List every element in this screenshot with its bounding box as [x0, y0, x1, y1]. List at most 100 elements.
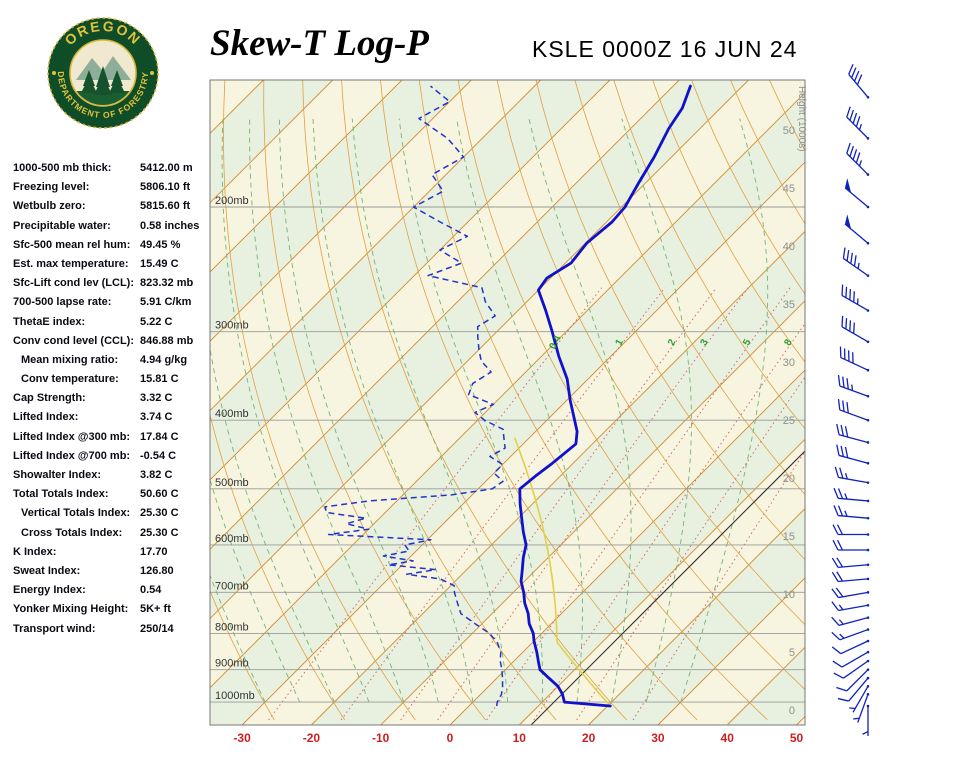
index-value: 4.94 g/kg	[140, 353, 188, 366]
chart-border	[209, 79, 806, 726]
index-value: 17.84 C	[140, 430, 179, 443]
index-row: Est. max temperature: 15.49 C	[13, 255, 211, 274]
index-label: Lifted Index @300 mb:	[13, 430, 131, 443]
svg-text:30: 30	[783, 357, 795, 369]
index-row: Cross Totals Index: 25.30 C	[13, 524, 211, 543]
index-value: 250/14	[140, 622, 174, 635]
wind-barb	[834, 466, 870, 484]
index-value: 49.45 %	[140, 238, 181, 251]
svg-text:0: 0	[789, 705, 795, 717]
index-row: Conv temperature: 15.81 C	[13, 370, 211, 389]
index-value: 5.91 C/km	[140, 296, 192, 309]
index-value: 5412.00 m	[140, 162, 193, 174]
svg-text:1: 1	[614, 337, 627, 347]
svg-text:5: 5	[789, 647, 795, 659]
odf-logo: OREGON DEPARTMENT OF FORESTRY	[47, 17, 159, 129]
parcel-trace	[513, 437, 611, 707]
index-label: Energy Index:	[13, 584, 86, 597]
index-label: Sfc-Lift cond lev (LCL):	[13, 277, 134, 290]
wind-barb	[853, 692, 870, 723]
index-label: Conv cond level (CCL):	[13, 334, 135, 347]
index-label: ThetaE index:	[13, 315, 86, 328]
wind-barb	[831, 601, 870, 612]
temp-axis-labels: -30 -20 -10 0 10 20 30 40 50	[233, 731, 803, 745]
svg-text:500mb: 500mb	[215, 477, 249, 489]
svg-text:400mb: 400mb	[215, 408, 249, 420]
wind-barb	[837, 676, 870, 702]
index-row: Conv cond level (CCL): 846.88 mb	[13, 332, 211, 351]
index-label: Vertical Totals Index:	[21, 507, 131, 520]
svg-text:45: 45	[783, 183, 795, 195]
wind-barb	[841, 284, 870, 312]
wind-barb	[831, 557, 870, 569]
station-time-label: KSLE 0000Z 16 JUN 24	[532, 36, 798, 62]
index-label: Sweat Index:	[13, 564, 81, 577]
svg-text:10: 10	[513, 731, 527, 745]
index-value: 17.70	[140, 545, 168, 558]
wind-barb	[848, 63, 870, 99]
svg-text:800mb: 800mb	[215, 621, 249, 633]
svg-text:200mb: 200mb	[215, 195, 249, 207]
wind-barb	[831, 628, 870, 641]
index-value: 15.49 C	[140, 257, 179, 270]
wind-barb	[846, 142, 870, 176]
index-value: 3.82 C	[140, 469, 173, 481]
index-label: Showalter Index:	[13, 469, 102, 481]
index-label: Transport wind:	[13, 622, 96, 635]
wind-barb	[842, 247, 870, 277]
wind-barb	[837, 375, 870, 398]
index-label: Cap Strength:	[13, 392, 86, 405]
index-label: Lifted Index:	[13, 411, 79, 424]
index-value: 3.32 C	[140, 392, 173, 405]
index-value: 5.22 C	[140, 315, 173, 328]
wind-barb	[832, 539, 870, 552]
index-label: Sfc-500 mean rel hum:	[13, 238, 131, 251]
index-label: Conv temperature:	[21, 373, 119, 386]
index-row: 700-500 lapse rate: 5.91 C/km	[13, 293, 211, 312]
index-row: Lifted Index @700 mb: -0.54 C	[13, 447, 211, 466]
svg-text:-10: -10	[372, 731, 390, 745]
index-value: 5815.60 ft	[140, 200, 191, 213]
index-value: 50.60 C	[140, 488, 179, 501]
svg-text:40: 40	[721, 731, 735, 745]
index-value: 823.32 mb	[140, 277, 194, 290]
svg-text:50: 50	[790, 731, 804, 745]
index-row: Sweat Index: 126.80	[13, 562, 211, 581]
index-row: ThetaE index: 5.22 C	[13, 313, 211, 332]
wind-barb	[836, 423, 870, 444]
index-label: Total Totals Index:	[13, 488, 109, 501]
index-value: 5806.10 ft	[140, 181, 191, 194]
svg-text:0: 0	[447, 731, 454, 745]
svg-text:10: 10	[783, 589, 795, 601]
wind-barb	[831, 587, 870, 599]
index-row: Lifted Index @300 mb: 17.84 C	[13, 428, 211, 447]
svg-text:20: 20	[783, 473, 795, 485]
index-row: Vertical Totals Index: 25.30 C	[13, 504, 211, 523]
index-value: 15.81 C	[140, 373, 179, 386]
wind-barb	[836, 444, 870, 465]
svg-text:300mb: 300mb	[215, 320, 249, 332]
isotherms	[210, 80, 805, 725]
index-label: Wetbulb zero:	[13, 200, 86, 213]
index-value: 846.88 mb	[140, 334, 194, 347]
index-row: Transport wind: 250/14	[13, 620, 211, 639]
dewpoint-trace	[324, 85, 506, 707]
wind-barb	[849, 684, 870, 713]
svg-text:-30: -30	[233, 731, 251, 745]
svg-text:3: 3	[698, 337, 711, 347]
index-row: Freezing level: 5806.10 ft	[13, 178, 211, 197]
index-value: 0.58 inches	[140, 219, 200, 232]
wind-barb	[833, 659, 870, 679]
index-row: Mean mixing ratio: 4.94 g/kg	[13, 351, 211, 370]
index-row: 1000-500 mb thick: 5412.00 m	[13, 159, 211, 178]
svg-text:700mb: 700mb	[215, 580, 249, 592]
index-row: Wetbulb zero: 5815.60 ft	[13, 197, 211, 216]
wind-barb	[862, 704, 870, 737]
index-label: 1000-500 mb thick:	[13, 162, 112, 174]
index-row: Total Totals Index: 50.60 C	[13, 485, 211, 504]
svg-text:25: 25	[783, 415, 795, 427]
svg-text:20: 20	[582, 731, 596, 745]
index-row: K Index: 17.70	[13, 543, 211, 562]
